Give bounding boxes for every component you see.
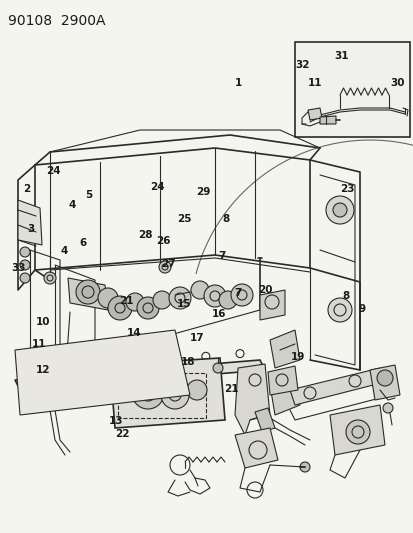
Polygon shape: [267, 366, 297, 395]
Polygon shape: [289, 368, 384, 405]
Circle shape: [161, 381, 189, 409]
Circle shape: [76, 280, 100, 304]
Circle shape: [132, 377, 164, 409]
Polygon shape: [235, 364, 269, 435]
Polygon shape: [269, 375, 299, 415]
Text: 90108  2900A: 90108 2900A: [8, 14, 105, 28]
Polygon shape: [329, 405, 384, 455]
Circle shape: [332, 203, 346, 217]
Text: 16: 16: [211, 310, 226, 319]
Text: 2: 2: [23, 184, 31, 194]
Text: 24: 24: [150, 182, 164, 191]
Text: 11: 11: [32, 339, 47, 349]
Text: 4: 4: [60, 246, 68, 255]
Text: 1: 1: [234, 78, 241, 87]
Text: 17: 17: [189, 334, 204, 343]
Bar: [118, 373, 206, 418]
Text: 20: 20: [257, 286, 272, 295]
Polygon shape: [38, 378, 74, 396]
Text: 14: 14: [127, 328, 142, 338]
Text: 15: 15: [176, 299, 191, 309]
Circle shape: [108, 296, 132, 320]
Polygon shape: [369, 365, 399, 400]
Text: 33: 33: [11, 263, 26, 272]
Text: 8: 8: [341, 291, 349, 301]
Polygon shape: [235, 428, 277, 468]
Text: 22: 22: [114, 430, 129, 439]
Text: 18: 18: [180, 358, 195, 367]
Polygon shape: [18, 200, 42, 245]
Text: 32: 32: [294, 60, 309, 70]
Circle shape: [98, 288, 118, 308]
Text: 8: 8: [221, 214, 229, 223]
Circle shape: [137, 297, 159, 319]
Circle shape: [126, 293, 144, 311]
Bar: [294, 42, 409, 137]
Polygon shape: [68, 278, 108, 310]
Text: 31: 31: [333, 51, 348, 61]
Text: 4: 4: [69, 200, 76, 210]
Polygon shape: [254, 408, 274, 432]
Polygon shape: [319, 116, 335, 124]
Circle shape: [187, 380, 206, 400]
Circle shape: [230, 284, 252, 306]
Text: 23: 23: [339, 184, 354, 194]
Text: 26: 26: [156, 236, 171, 246]
Polygon shape: [15, 360, 264, 390]
Text: 21: 21: [224, 384, 239, 394]
Text: 30: 30: [389, 78, 404, 87]
Circle shape: [20, 247, 30, 257]
Circle shape: [218, 291, 236, 309]
Text: 11: 11: [307, 78, 322, 87]
Text: 24: 24: [46, 166, 61, 175]
Circle shape: [299, 462, 309, 472]
Text: 9: 9: [358, 304, 365, 314]
Circle shape: [20, 260, 30, 270]
Circle shape: [190, 281, 209, 299]
Circle shape: [159, 261, 171, 273]
Polygon shape: [307, 108, 321, 120]
Circle shape: [204, 285, 225, 307]
Text: 27: 27: [161, 259, 176, 269]
Text: 3: 3: [27, 224, 35, 234]
Text: 19: 19: [290, 352, 304, 362]
Text: 12: 12: [36, 366, 51, 375]
Text: 5: 5: [85, 190, 93, 199]
Text: 13: 13: [108, 416, 123, 426]
Text: 7: 7: [234, 288, 241, 298]
Text: 28: 28: [138, 230, 153, 239]
Circle shape: [376, 370, 392, 386]
Circle shape: [212, 363, 223, 373]
Text: 29: 29: [195, 187, 209, 197]
Polygon shape: [269, 330, 299, 368]
Circle shape: [345, 420, 369, 444]
Text: 7: 7: [217, 251, 225, 261]
Polygon shape: [38, 392, 58, 410]
Circle shape: [327, 298, 351, 322]
Text: 21: 21: [119, 296, 133, 306]
Text: 10: 10: [36, 318, 51, 327]
Polygon shape: [259, 290, 284, 320]
Circle shape: [325, 196, 353, 224]
Polygon shape: [15, 330, 190, 415]
Text: 6: 6: [79, 238, 86, 247]
Polygon shape: [110, 358, 224, 428]
Circle shape: [382, 403, 392, 413]
Text: 25: 25: [176, 214, 191, 223]
Circle shape: [20, 273, 30, 283]
Circle shape: [169, 287, 190, 309]
Circle shape: [153, 291, 171, 309]
Circle shape: [44, 272, 56, 284]
